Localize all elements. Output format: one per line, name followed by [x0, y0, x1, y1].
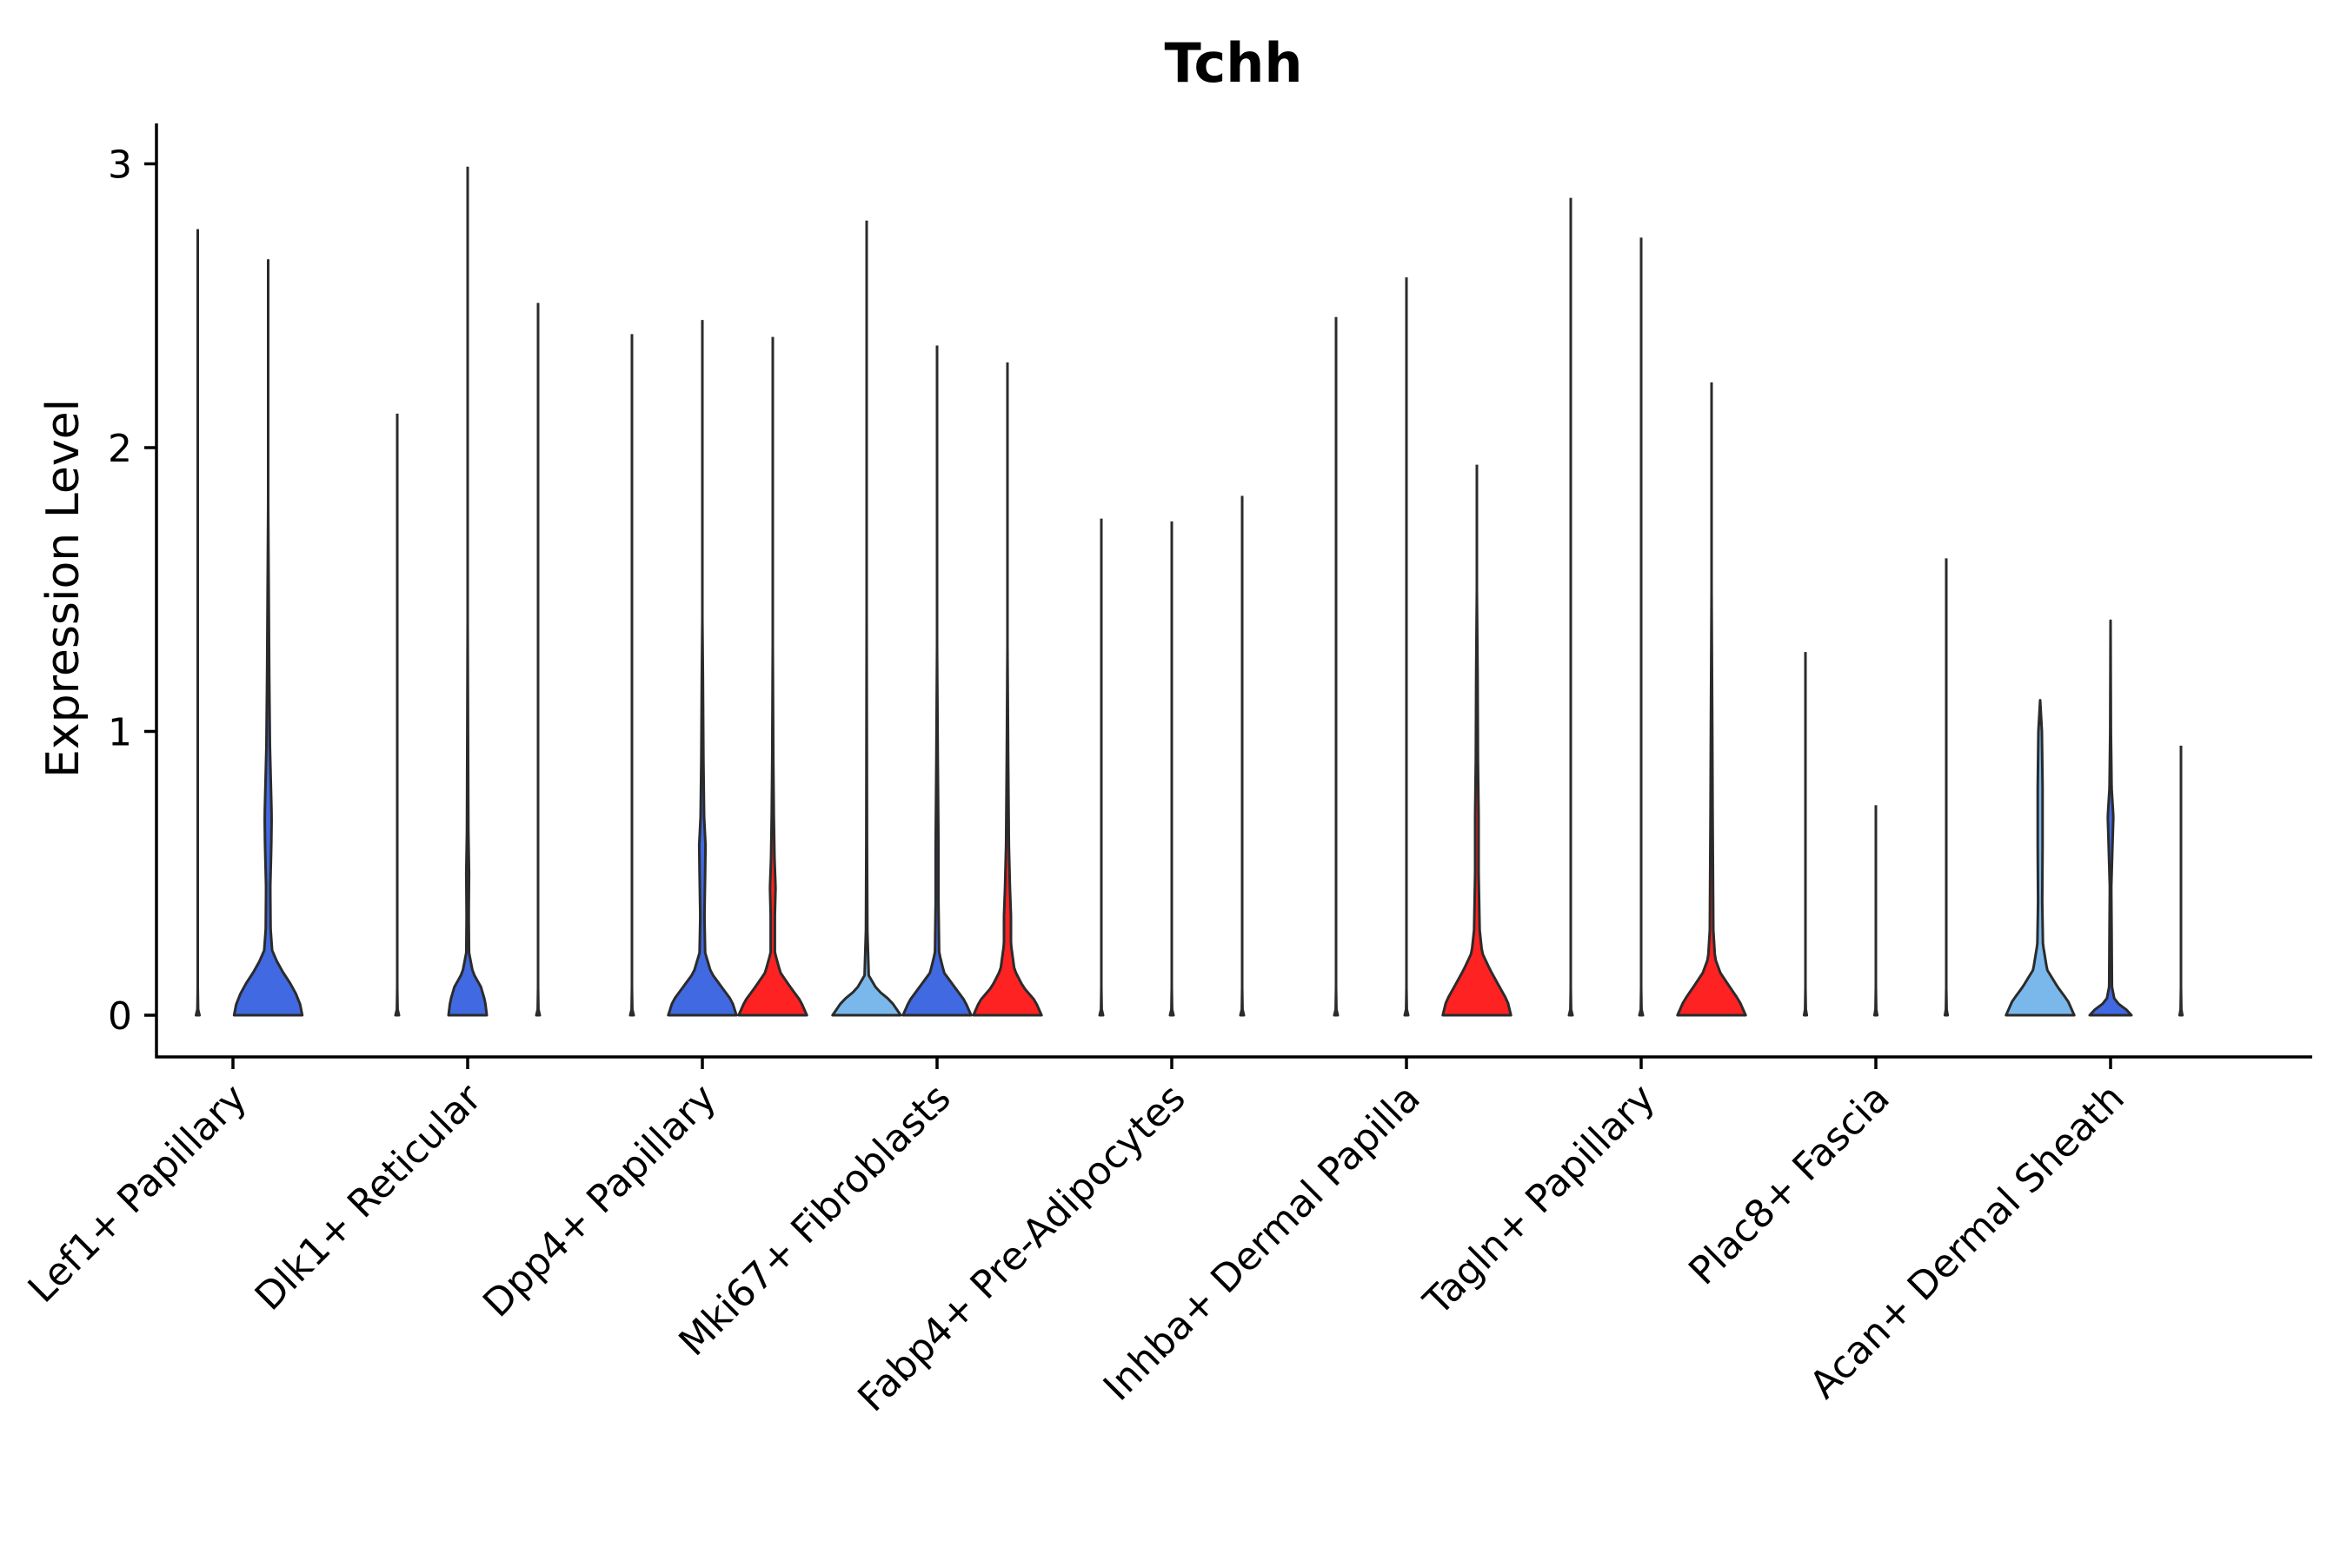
violin — [1333, 985, 1340, 1017]
violin — [1567, 985, 1574, 1017]
violin — [1441, 588, 1513, 1017]
violin — [195, 985, 201, 1017]
violin-group — [1567, 197, 1747, 1017]
y-axis-label: Expression Level — [37, 399, 90, 778]
y-tick-label: 3 — [108, 143, 132, 188]
violin — [394, 985, 401, 1017]
x-tick-label: Tagln+ Papillary — [1415, 1076, 1664, 1325]
x-tick-label: Lef1+ Papillary — [20, 1076, 256, 1312]
violin-group — [1098, 495, 1246, 1017]
x-tick-label: Dlk1+ Reticular — [247, 1075, 491, 1319]
violin — [447, 616, 489, 1017]
violin — [1872, 985, 1879, 1017]
y-tick-label: 2 — [108, 427, 132, 471]
violin — [972, 645, 1043, 1017]
violin — [628, 985, 635, 1017]
violin — [1676, 588, 1747, 1017]
violin — [2177, 985, 2184, 1017]
chart-title: Tchh — [1164, 31, 1302, 95]
violin — [737, 645, 808, 1017]
violins-layer — [195, 166, 2184, 1017]
violin — [1943, 985, 1950, 1017]
violin — [232, 259, 304, 1017]
violin — [1168, 985, 1175, 1017]
violin — [1638, 985, 1645, 1017]
violin — [1403, 985, 1410, 1017]
violin-group — [1333, 277, 1513, 1017]
y-tick-label: 0 — [108, 994, 132, 1039]
y-tick-label: 1 — [108, 711, 132, 755]
violin-group — [628, 320, 808, 1017]
violin-group — [195, 229, 304, 1017]
x-tick-label: Plac8+ Fascia — [1680, 1076, 1898, 1294]
violin — [667, 616, 738, 1017]
violin — [901, 645, 973, 1017]
violin-group — [2005, 619, 2184, 1017]
violin — [831, 616, 902, 1017]
violin — [535, 985, 542, 1017]
violin — [1802, 985, 1809, 1017]
violin-group — [831, 220, 1043, 1017]
x-tick-label: Dpp4+ Papillary — [475, 1076, 725, 1326]
violin — [2005, 699, 2076, 1017]
violin — [2088, 619, 2133, 1017]
violin-group — [394, 166, 542, 1017]
violin — [1098, 985, 1105, 1017]
violin-group — [1802, 558, 1950, 1017]
violin — [1239, 985, 1246, 1017]
